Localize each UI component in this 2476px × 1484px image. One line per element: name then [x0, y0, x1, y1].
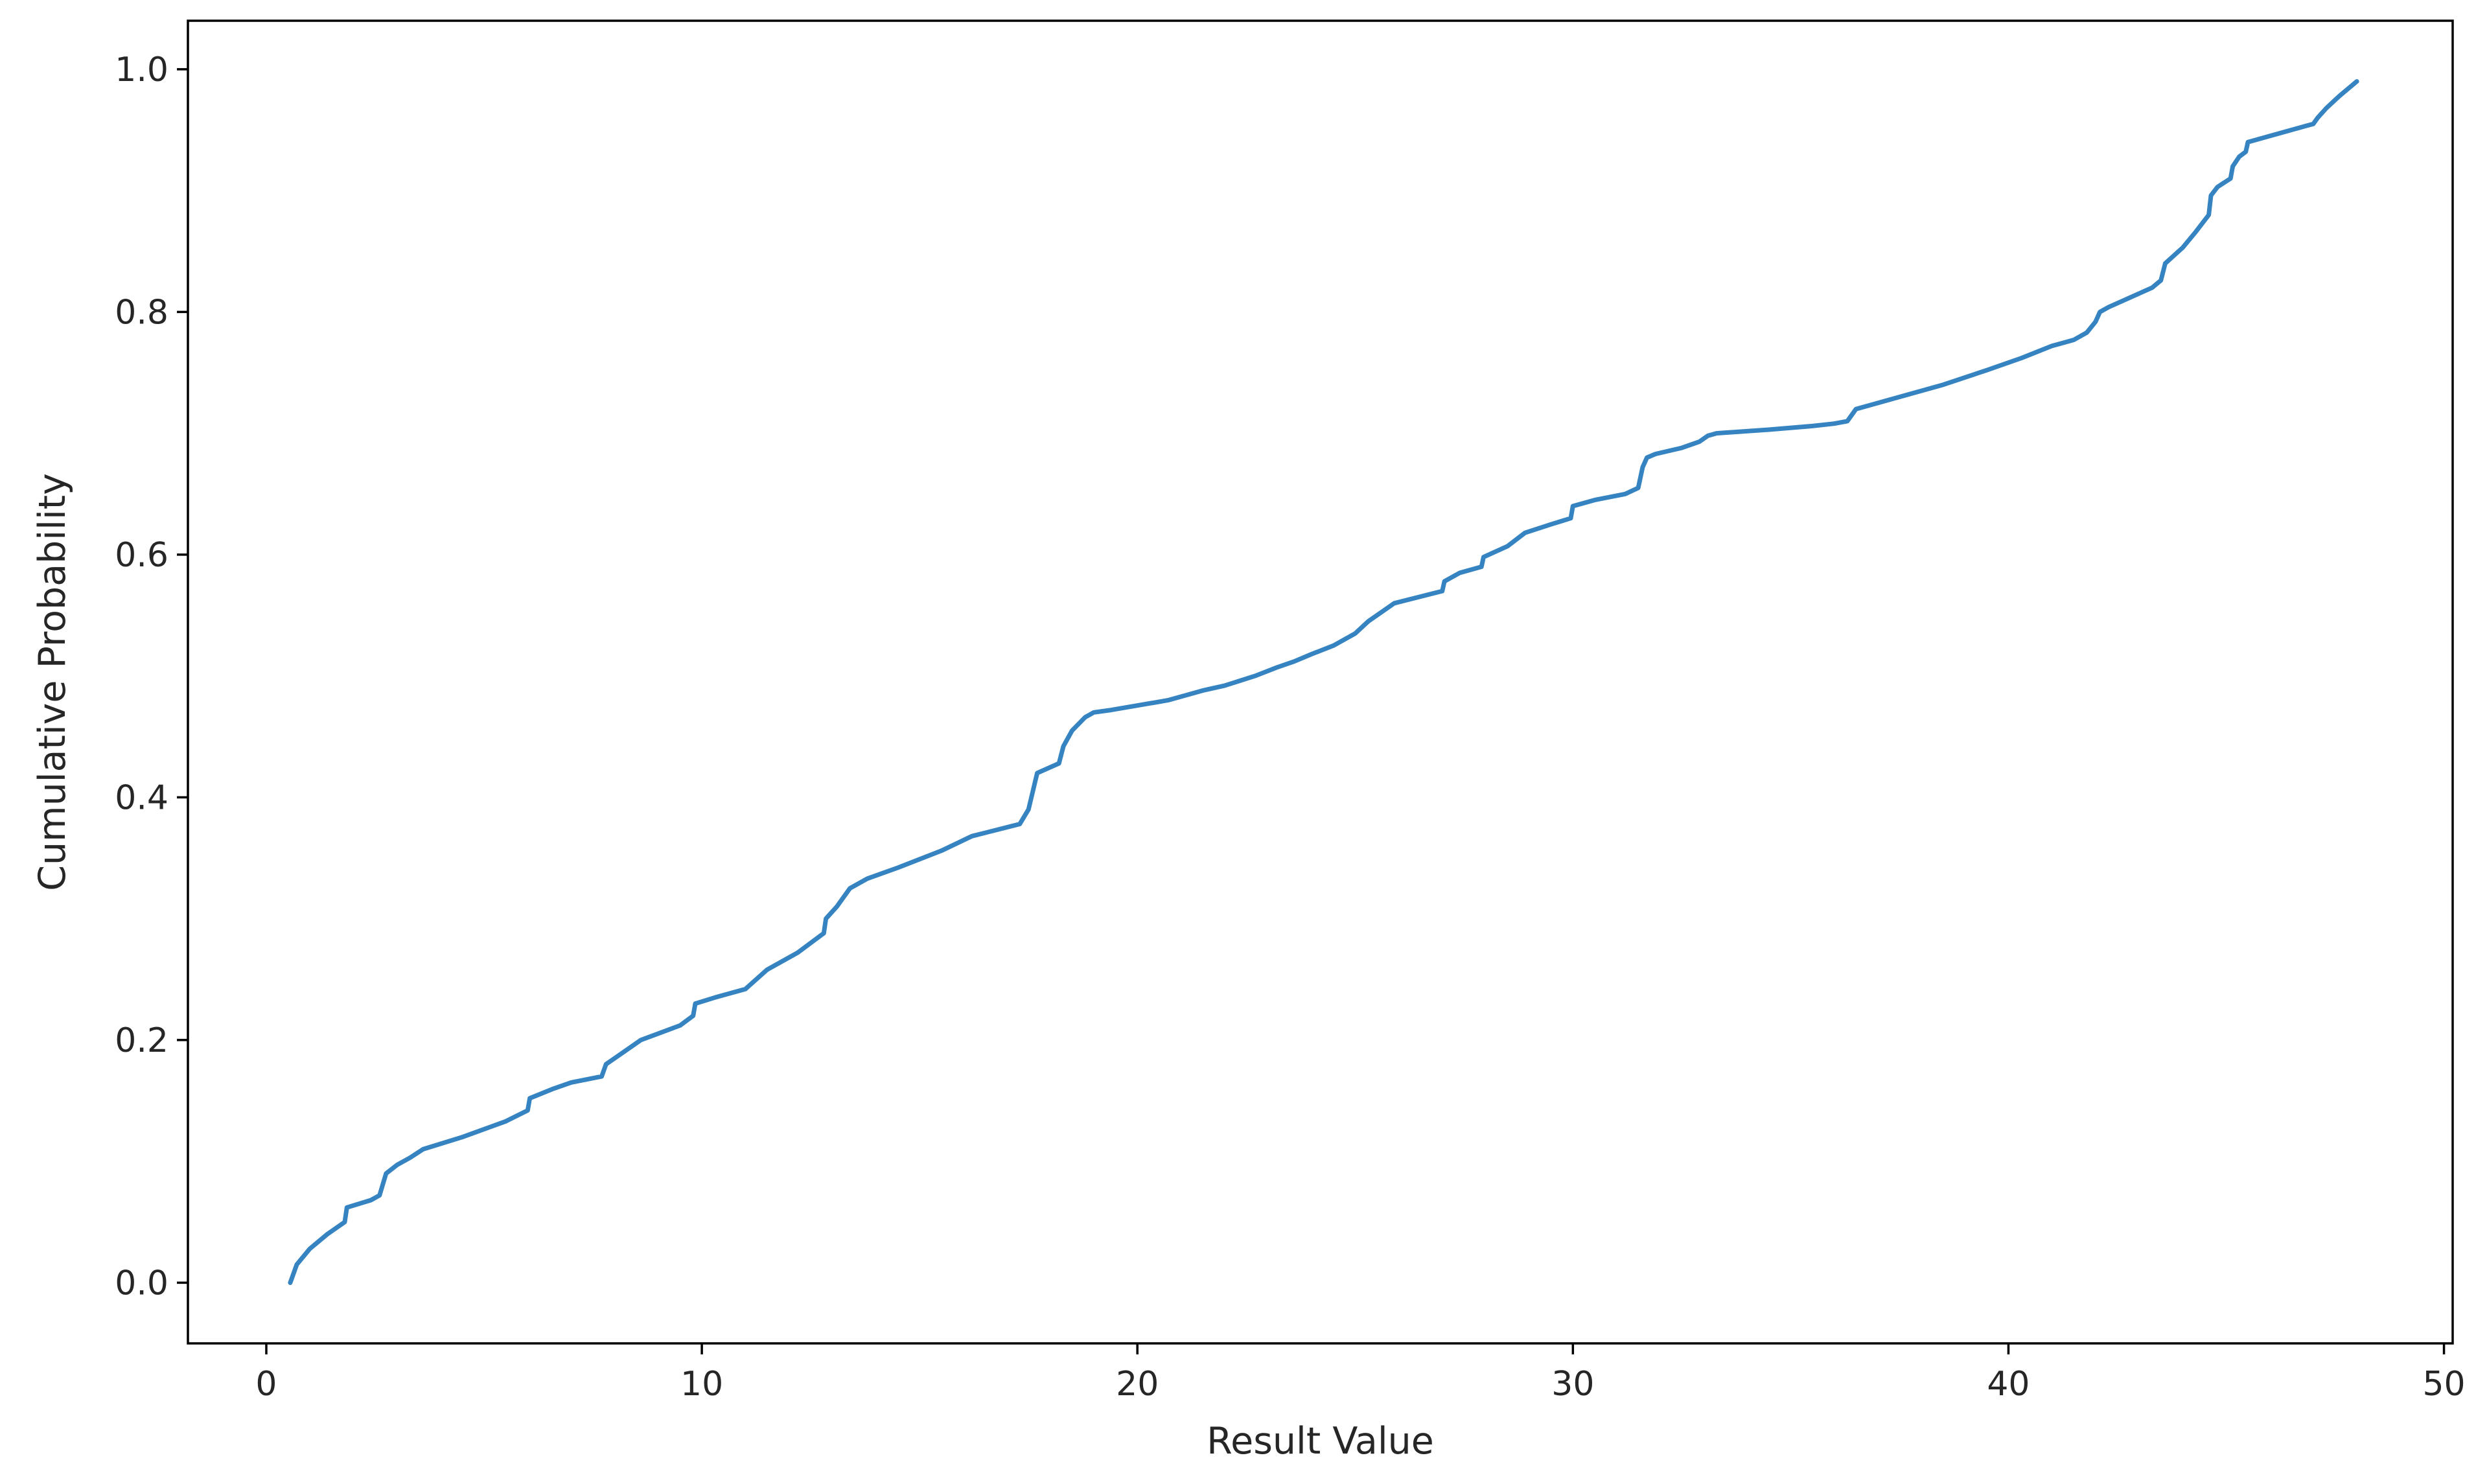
y-tick-label-5: 1.0 [115, 51, 168, 89]
x-tick-label-4: 40 [1987, 1365, 2030, 1404]
y-tick-label-2: 0.4 [115, 778, 168, 817]
x-tick-label-5: 50 [2422, 1365, 2465, 1404]
axes-frame [187, 19, 2454, 1345]
cdf-line-0 [288, 79, 2359, 1285]
y-tick-label-0: 0.0 [115, 1264, 168, 1303]
x-axis-label: Result Value [1207, 1420, 1434, 1463]
axes-layer: 0 10 20 30 40 50 0.0 0.2 0.4 0.6 0.8 1.0 [115, 19, 2466, 1404]
x-tick-label-2: 20 [1116, 1365, 1159, 1404]
x-tick-label-1: 10 [680, 1365, 723, 1404]
y-tick-label-4: 0.8 [115, 293, 168, 332]
y-tick-label-3: 0.6 [115, 536, 168, 575]
x-tick-label-3: 30 [1551, 1365, 1594, 1404]
x-tick-label-0: 0 [255, 1365, 277, 1404]
y-axis-label: Cumulative Probability [31, 473, 74, 891]
y-tick-label-1: 0.2 [115, 1021, 168, 1060]
plot-layer [288, 79, 2359, 1285]
